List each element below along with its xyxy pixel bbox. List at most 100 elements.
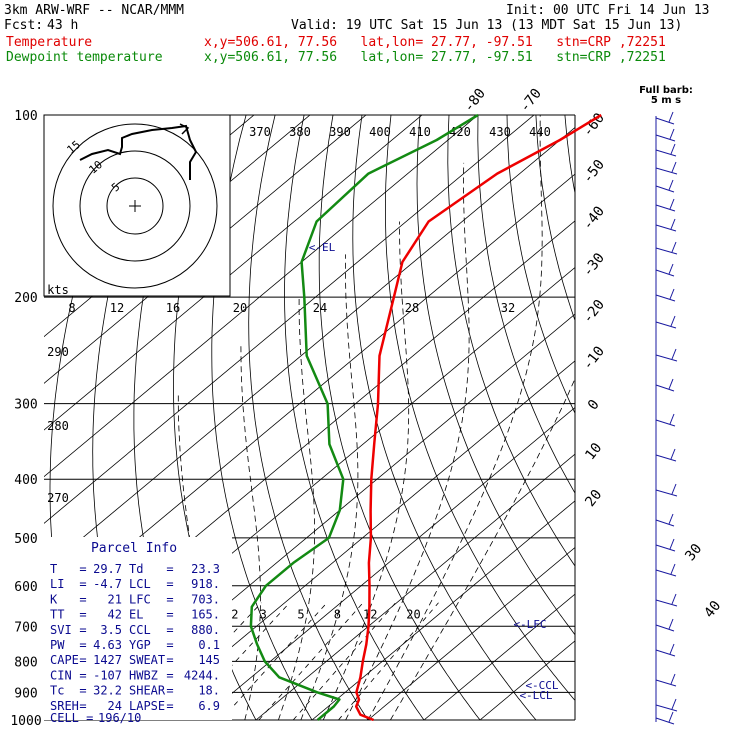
wind-barb: [655, 624, 675, 632]
parcel-key: CAPE: [50, 653, 79, 667]
parcel-key: HWBZ: [129, 668, 158, 682]
isotherm: [255, 453, 575, 720]
isotherm-label: -10: [580, 343, 608, 373]
dewpoint-location: x,y=506.61, 77.56 lat,lon= 27.77, -97.51…: [204, 50, 666, 65]
parcel-key: CIN: [50, 668, 72, 682]
speed-tick-label: 32: [501, 301, 515, 315]
parcel-info-title: Parcel Info: [91, 541, 177, 556]
pressure-label-500: 500: [14, 532, 37, 547]
pressure-label-400: 400: [14, 473, 37, 488]
dry-adiabat: [284, 115, 425, 720]
parcel-key: LAPSE: [129, 699, 165, 713]
parcel-value: 18.: [198, 684, 220, 698]
dry-adiabat: [318, 115, 481, 720]
parcel-key: Td: [129, 562, 143, 576]
isotherm-label: -20: [580, 297, 608, 327]
theta-e-label: 410: [409, 125, 431, 139]
parcel-key: PW: [50, 638, 65, 652]
wind-barb-flag: [668, 513, 674, 525]
dewpoint-legend: Dewpoint temperature: [6, 50, 163, 65]
forecast-label: Fcst:: [4, 18, 44, 33]
hodograph-ring: [106, 177, 164, 235]
parcel-eq: =: [79, 684, 86, 698]
mixing-ratio-label-8: 8: [334, 608, 341, 622]
dry-adiabat: [416, 115, 575, 636]
temperature-legend: Temperature: [6, 35, 93, 50]
isotherm: [143, 360, 575, 720]
wind-barb: [655, 224, 677, 232]
wind-barb-flag: [671, 698, 677, 710]
parcel-key: CCL: [129, 623, 151, 637]
isotherm: [311, 500, 575, 720]
dry-adiabat: [623, 115, 740, 720]
init-time: Init: 00 UTC Fri 14 Jun 13: [506, 3, 710, 18]
wind-barb-flag: [670, 673, 676, 685]
parcel-key: EL: [129, 608, 143, 622]
parcel-key: SVI: [50, 623, 72, 637]
parcel-key: LI: [50, 577, 64, 591]
moist-adiabat: [240, 344, 261, 720]
parcel-value: -4.7: [93, 577, 122, 591]
wind-barb-flag: [670, 563, 676, 575]
parcel-key: TT: [50, 608, 64, 622]
speed-tick-label: 12: [110, 301, 124, 315]
mixing-ratio-label-5: 5: [297, 608, 304, 622]
parcel-key: T: [50, 562, 57, 576]
hodograph-ring: [79, 150, 191, 262]
wind-barb: [655, 489, 678, 497]
wind-barb-flag: [669, 413, 675, 425]
wind-barb-flag: [668, 618, 674, 630]
hodograph-ring: [52, 123, 218, 289]
wind-barb: [655, 294, 676, 302]
isotherm-label: 0: [585, 397, 603, 413]
parcel-value: 880.: [191, 623, 220, 637]
dewpoint-trace: [249, 113, 479, 721]
wind-barb-flag: [668, 263, 674, 275]
isotherm-label: -80: [461, 86, 489, 116]
theta-e-label: 430: [489, 125, 511, 139]
wind-barb-flag: [669, 538, 675, 550]
parcel-eq: =: [166, 653, 173, 667]
dry-adiabat: [352, 115, 537, 720]
wind-barb: [655, 167, 678, 175]
mixing-ratio-line: [258, 602, 364, 720]
pressure-label-900: 900: [14, 686, 37, 701]
pressure-label-700: 700: [14, 620, 37, 635]
isotherm: [423, 593, 575, 720]
dry-adiabat: [477, 115, 575, 494]
wind-barb: [655, 354, 678, 362]
parcel-eq: =: [166, 592, 173, 606]
pressure-label-800: 800: [14, 655, 37, 670]
dry-adiabat: [710, 115, 740, 720]
el-annotation: <-EL: [309, 241, 336, 254]
parcel-value: 29.7: [93, 562, 122, 576]
wind-barb-flag: [671, 348, 677, 360]
parcel-eq: =: [166, 608, 173, 622]
theta-label: 270: [47, 491, 69, 505]
parcel-info-box: Parcel Info T = 29.7 Td = 23.3 LI = -4.7 LCL = 918. K…: [44, 537, 232, 725]
parcel-value: 1427: [93, 653, 122, 667]
parcel-value: 918.: [191, 577, 220, 591]
parcel-value: 4244.: [184, 668, 220, 682]
dry-adiabat: [211, 115, 313, 720]
dry-adiabat: [594, 115, 740, 720]
dry-adiabat: [506, 115, 575, 415]
parcel-eq: =: [166, 684, 173, 698]
wind-barb: [655, 569, 677, 577]
pressure-label-200: 200: [14, 291, 37, 306]
wind-barb: [655, 117, 675, 125]
full-barb-units: 5 m s: [651, 95, 681, 106]
lfc-annotation: <-LFC: [513, 618, 546, 631]
wind-barb: [655, 321, 677, 329]
lcl-annotation: <-LCL: [519, 689, 552, 702]
parcel-eq: =: [79, 577, 86, 591]
parcel-eq: =: [79, 638, 86, 652]
wind-barb-flag: [670, 315, 676, 327]
dry-adiabat: [652, 115, 740, 720]
pressure-label-1000: 1000: [10, 714, 41, 729]
isotherm-label: -50: [580, 157, 608, 187]
parcel-value: 32.2: [93, 684, 122, 698]
parcel-key: SHEAR: [129, 684, 166, 698]
speed-tick-label: 16: [166, 301, 180, 315]
